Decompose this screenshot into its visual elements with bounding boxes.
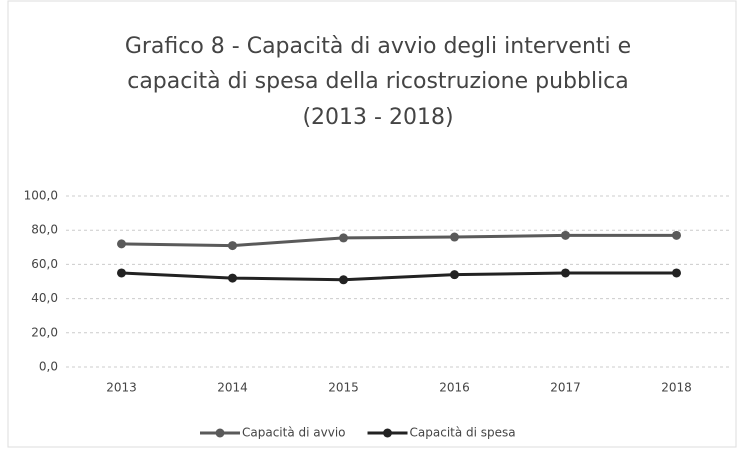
x-tick-label: 2017 bbox=[550, 381, 581, 395]
data-point bbox=[561, 268, 570, 278]
series-line bbox=[121, 233, 677, 248]
x-tick-label: 2018 bbox=[661, 381, 692, 395]
legend-label: Capacità di spesa bbox=[410, 426, 516, 440]
series-line bbox=[121, 271, 677, 282]
data-point bbox=[117, 239, 126, 249]
data-point bbox=[450, 270, 459, 280]
data-point bbox=[339, 233, 348, 243]
legend-marker bbox=[215, 428, 225, 438]
chart-title: Grafico 8 - Capacità di avvio degli inte… bbox=[125, 34, 631, 59]
data-point bbox=[450, 232, 459, 242]
x-tick-label: 2016 bbox=[439, 381, 470, 395]
chart-title: (2013 - 2018) bbox=[302, 105, 453, 130]
data-point bbox=[228, 273, 237, 283]
x-tick-label: 2015 bbox=[328, 381, 359, 395]
y-tick-label: 60,0 bbox=[31, 257, 58, 271]
y-tick-label: 0,0 bbox=[39, 360, 58, 374]
legend-marker bbox=[383, 428, 393, 438]
data-point bbox=[339, 275, 348, 285]
x-tick-label: 2013 bbox=[106, 381, 137, 395]
data-point bbox=[228, 241, 237, 251]
data-point bbox=[672, 230, 681, 240]
data-point bbox=[561, 230, 570, 240]
chart-border bbox=[7, 0, 737, 448]
chart-title: capacità di spesa della ricostruzione pu… bbox=[127, 69, 629, 94]
y-tick-label: 20,0 bbox=[31, 325, 58, 339]
data-point bbox=[672, 268, 681, 278]
y-tick-label: 40,0 bbox=[31, 291, 58, 305]
data-point bbox=[117, 268, 126, 278]
y-tick-label: 100,0 bbox=[24, 189, 58, 203]
y-tick-label: 80,0 bbox=[31, 223, 58, 237]
legend-label: Capacità di avvio bbox=[242, 426, 346, 440]
x-tick-label: 2014 bbox=[217, 381, 248, 395]
